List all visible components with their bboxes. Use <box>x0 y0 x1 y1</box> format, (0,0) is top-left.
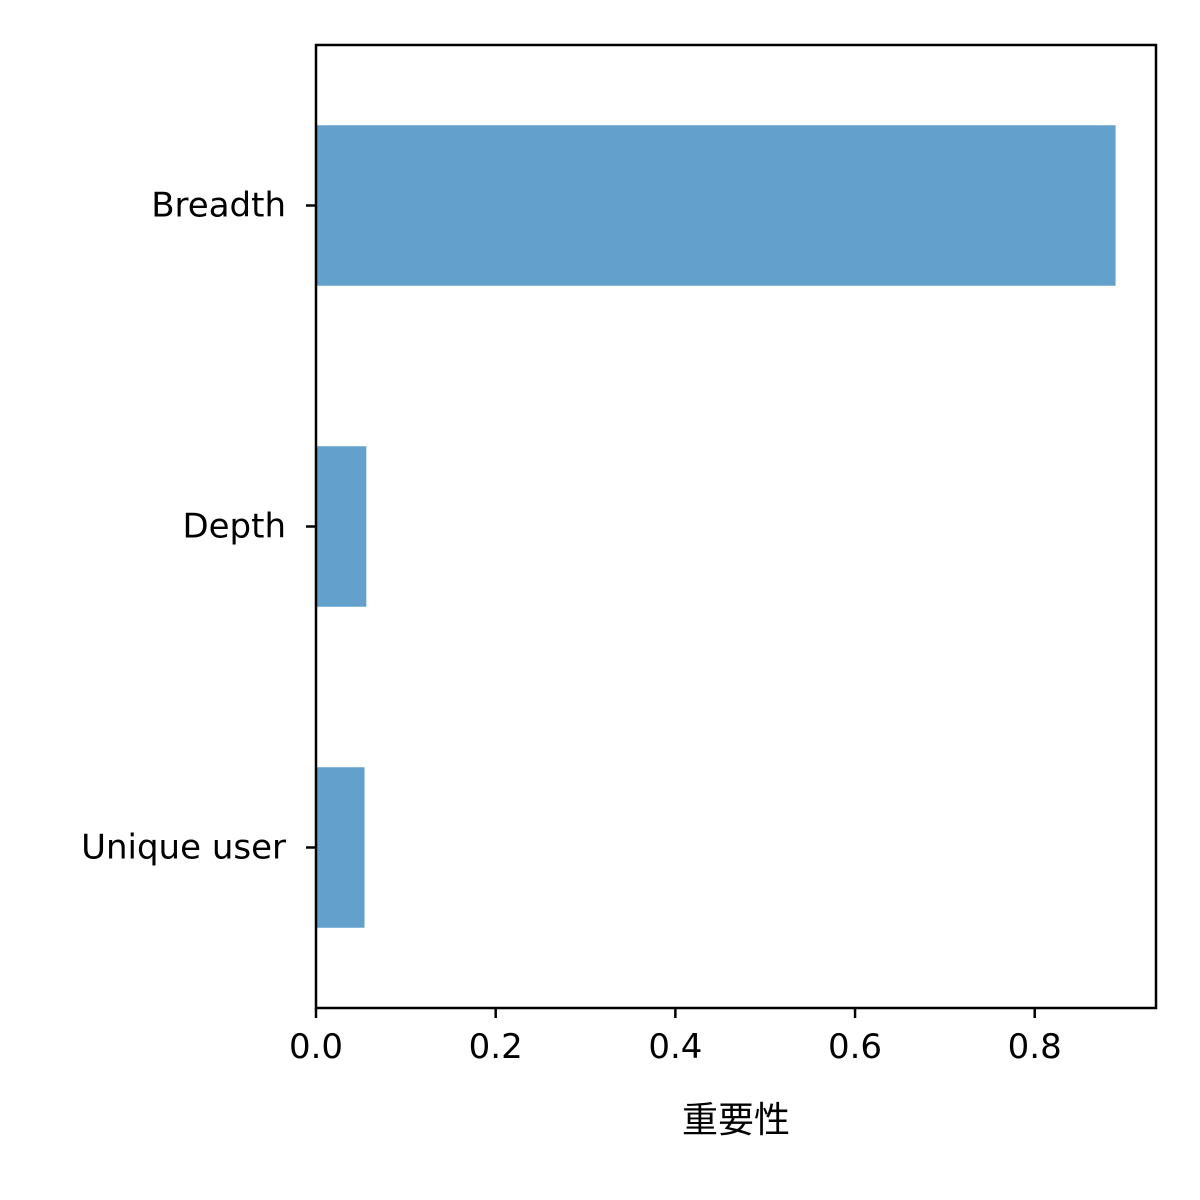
bar-unique-user <box>316 767 365 928</box>
bars-group <box>316 125 1116 928</box>
x-tick-label: 0.8 <box>1008 1027 1062 1067</box>
x-tick-label: 0.4 <box>648 1027 702 1067</box>
x-axis: 0.0 0.2 0.4 0.6 0.8 <box>289 1008 1062 1067</box>
y-tick-label: Breadth <box>151 186 286 226</box>
y-tick-label: Unique user <box>81 828 286 868</box>
bar-depth <box>316 446 367 607</box>
x-tick-label: 0.6 <box>828 1027 882 1067</box>
x-tick-label: 0.0 <box>289 1027 343 1067</box>
x-tick-label: 0.2 <box>469 1027 523 1067</box>
y-axis: Breadth Depth Unique user <box>81 186 316 868</box>
x-axis-title: 重要性 <box>682 1100 790 1141</box>
y-tick-label: Depth <box>182 507 286 547</box>
bar-breadth <box>316 125 1116 286</box>
